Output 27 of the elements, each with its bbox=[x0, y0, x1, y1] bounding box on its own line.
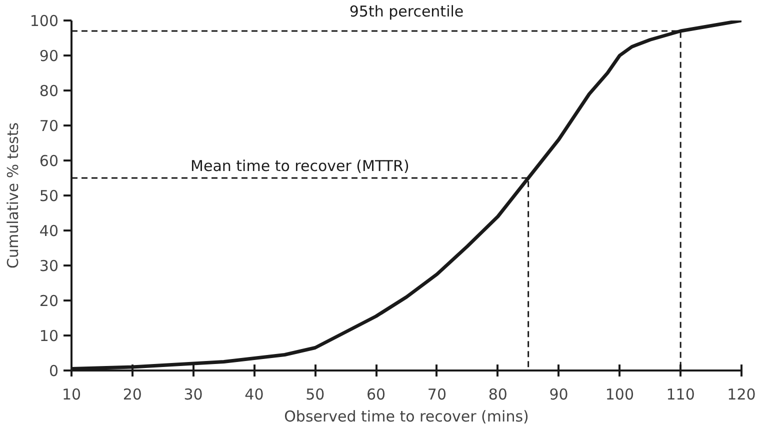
y-tick-label: 100 bbox=[30, 12, 59, 30]
x-tick-label: 50 bbox=[306, 386, 325, 404]
x-tick-label: 110 bbox=[666, 386, 695, 404]
x-tick-label: 120 bbox=[727, 386, 756, 404]
y-axis-title: Cumulative % tests bbox=[4, 122, 22, 269]
x-tick-label: 30 bbox=[184, 386, 203, 404]
x-tick-label: 90 bbox=[549, 386, 568, 404]
x-tick-label: 100 bbox=[605, 386, 634, 404]
y-tick-label: 80 bbox=[39, 82, 59, 100]
x-tick-label: 40 bbox=[244, 386, 264, 404]
x-tick-label: 10 bbox=[62, 386, 82, 404]
y-tick-label: 70 bbox=[39, 117, 59, 135]
x-axis-title: Observed time to recover (mins) bbox=[284, 408, 529, 426]
y-tick-label: 90 bbox=[39, 47, 59, 65]
y-tick-label: 40 bbox=[39, 222, 59, 240]
y-tick-label: 50 bbox=[39, 187, 59, 205]
y-tick-label: 0 bbox=[48, 362, 59, 380]
y-tick-label: 30 bbox=[39, 257, 59, 275]
x-tick-label: 70 bbox=[427, 386, 447, 404]
x-tick-label: 80 bbox=[488, 386, 508, 404]
x-tick-label: 60 bbox=[366, 386, 386, 404]
y-tick-label: 10 bbox=[39, 327, 59, 345]
y-tick-label: 60 bbox=[39, 152, 59, 170]
annotation: 95th percentile bbox=[349, 2, 464, 20]
annotation: Mean time to recover (MTTR) bbox=[190, 157, 410, 175]
y-tick-label: 20 bbox=[39, 292, 59, 310]
x-tick-label: 20 bbox=[122, 386, 142, 404]
